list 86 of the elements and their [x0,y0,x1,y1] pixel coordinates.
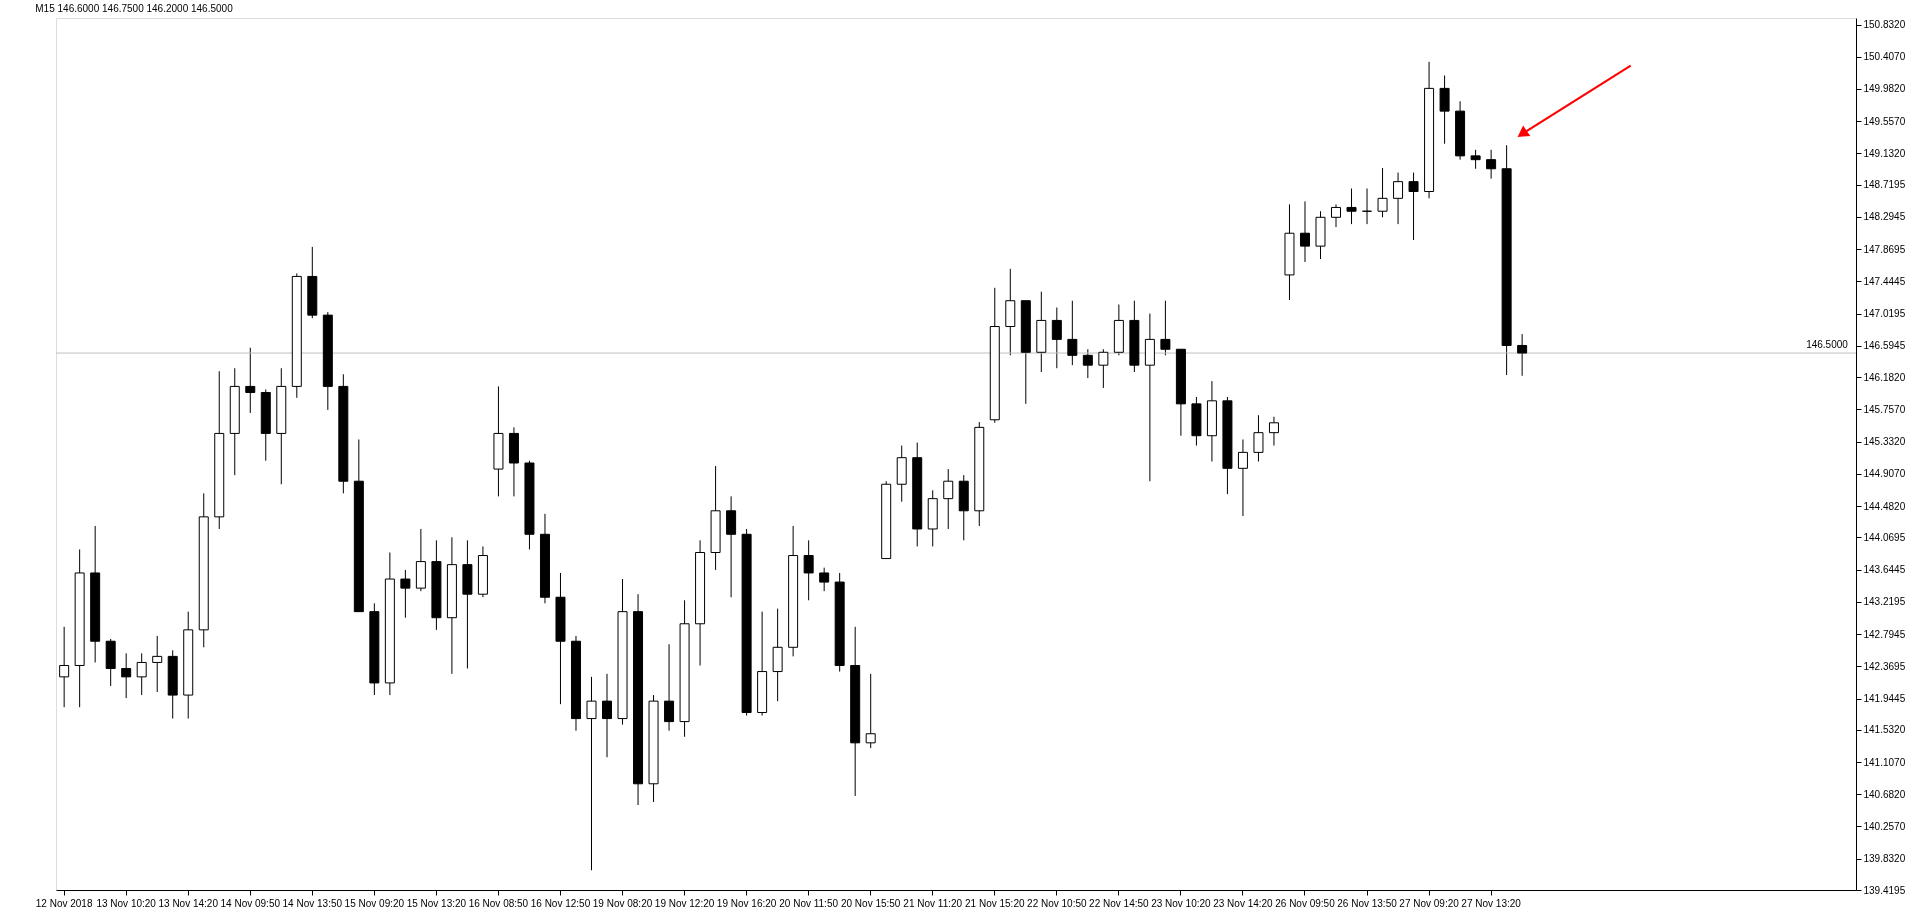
x-tick-label: 21 Nov 11:20 [903,897,963,909]
candlestick [1517,333,1528,377]
x-tick-label: 27 Nov 09:20 [1399,897,1460,909]
candlestick [865,673,876,749]
candlestick [1253,414,1264,462]
y-tick-label: 149.9820 [1863,83,1906,95]
x-tick-label: 14 Nov 13:50 [282,897,343,909]
candlestick [136,652,147,696]
y-tick-label: 147.8695 [1863,243,1906,255]
ref-line-label: 146.5000 [1806,339,1849,351]
y-tick-label: 149.5570 [1863,115,1906,127]
candlestick [1051,307,1062,369]
candlestick [121,652,132,699]
y-tick-label: 149.1320 [1863,147,1906,159]
x-tick-label: 23 Nov 10:20 [1151,897,1212,909]
x-tick-label: 22 Nov 14:50 [1089,897,1150,909]
x-tick-label: 15 Nov 13:20 [406,897,467,909]
candlestick [1268,416,1279,447]
candlestick [586,676,597,871]
chart-title: M15 146.6000 146.7500 146.2000 146.5000 [35,3,234,14]
y-tick-label: 141.9445 [1863,693,1906,705]
candlestick [803,539,814,601]
y-tick-label: 144.4820 [1863,500,1906,512]
x-tick-label: 13 Nov 14:20 [158,897,219,909]
candlestick [943,468,954,530]
x-tick-label: 21 Nov 15:20 [965,897,1025,909]
candlestick [664,643,675,732]
candlestick [1346,187,1357,225]
y-tick-label: 148.2945 [1863,211,1906,223]
x-tick-label: 19 Nov 12:20 [654,897,715,909]
x-tick-label: 14 Nov 09:50 [220,897,281,909]
y-tick-label: 142.3695 [1863,660,1906,672]
y-tick-label: 141.5320 [1863,724,1906,736]
y-tick-label: 140.2570 [1863,820,1906,832]
candlestick [726,495,737,598]
y-tick-label: 150.8320 [1863,19,1906,31]
x-tick-label: 27 Nov 13:20 [1461,897,1522,909]
candlestick [400,569,411,619]
candlestick [1439,74,1450,145]
y-tick-label: 146.1820 [1863,371,1906,383]
x-tick-label: 12 Nov 2018 [35,897,93,909]
y-tick-label: 146.5945 [1863,340,1906,352]
x-tick-label: 16 Nov 12:50 [530,897,591,909]
y-tick-label: 144.9070 [1863,468,1906,480]
candlestick [1082,348,1093,379]
candlestick [1299,200,1310,263]
x-tick-label: 19 Nov 08:20 [592,897,653,909]
candlestick [245,347,256,414]
y-tick-label: 145.3320 [1863,436,1906,448]
candlestick [602,673,613,758]
y-tick-label: 147.0195 [1863,308,1906,320]
candlestick [1237,439,1248,517]
x-tick-label: 26 Nov 13:50 [1337,897,1398,909]
y-tick-label: 143.2195 [1863,596,1906,608]
candlestick [152,635,163,693]
y-tick-label: 141.1070 [1863,756,1906,768]
candlestick [1377,167,1388,218]
candlestick [1331,203,1342,228]
y-tick-label: 150.4070 [1863,51,1906,63]
y-tick-label: 142.7945 [1863,628,1906,640]
candlestick [819,567,830,592]
candlestick [1470,149,1481,170]
candlestick [59,626,70,708]
x-tick-label: 16 Nov 08:50 [468,897,529,909]
candlestick [1408,172,1419,241]
x-tick-label: 19 Nov 16:20 [716,897,777,909]
x-tick-label: 20 Nov 15:50 [840,897,901,909]
candlestick [1393,172,1404,225]
x-tick-label: 20 Nov 11:50 [779,897,839,909]
y-tick-label: 139.8320 [1863,853,1906,865]
y-tick-label: 143.6445 [1863,564,1906,576]
x-tick-label: 23 Nov 14:20 [1213,897,1274,909]
x-tick-label: 26 Nov 09:50 [1275,897,1336,909]
y-tick-label: 144.0695 [1863,531,1906,543]
y-tick-label: 147.4445 [1863,275,1906,287]
candlestick [1160,300,1171,356]
x-tick-label: 15 Nov 09:20 [344,897,405,909]
y-tick-label: 145.7570 [1863,403,1906,415]
x-tick-label: 22 Nov 10:50 [1027,897,1087,909]
x-tick-label: 13 Nov 10:20 [96,897,157,909]
y-tick-label: 139.4195 [1863,884,1906,896]
candlestick [1486,149,1497,180]
candlestick [1098,348,1109,389]
y-tick-label: 140.6820 [1863,788,1906,800]
candlestick [1067,300,1078,366]
y-tick-label: 148.7195 [1863,179,1906,191]
